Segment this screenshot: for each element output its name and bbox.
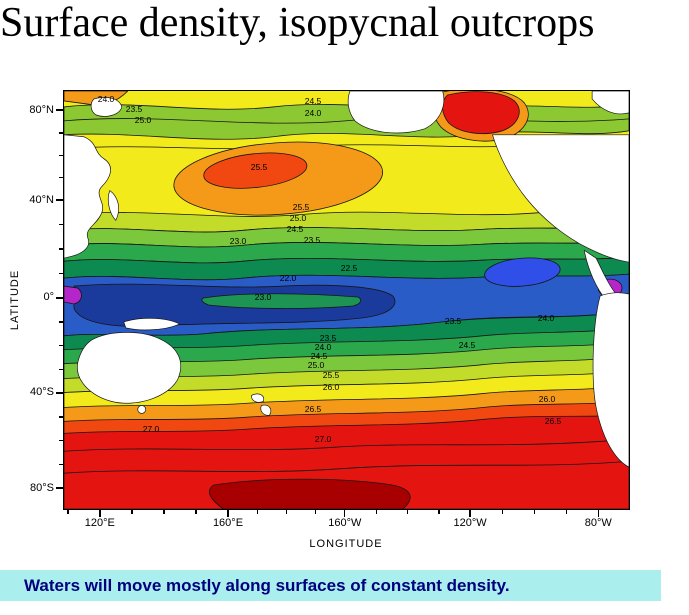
y-minor-tick	[59, 248, 63, 250]
y-minor-tick	[59, 321, 63, 323]
x-tick-label: 160°W	[328, 517, 362, 529]
caption-text: Waters will move mostly along surfaces o…	[24, 576, 510, 595]
y-tick-label: 40°N	[29, 193, 54, 206]
y-tick	[56, 487, 63, 489]
x-tick	[597, 510, 599, 517]
x-tick	[99, 510, 101, 517]
x-tick-label: 160°E	[212, 517, 244, 529]
y-minor-tick	[59, 463, 63, 466]
x-minor-tick	[285, 510, 288, 514]
x-tick-label: 120°E	[84, 517, 115, 529]
y-tick	[56, 109, 63, 111]
x-minor-tick	[375, 510, 378, 514]
contour-map-svg	[64, 91, 629, 509]
caption-bar: Waters will move mostly along surfaces o…	[0, 570, 661, 601]
x-tick	[227, 510, 229, 517]
page-title: Surface density, isopycnal outcrops	[0, 0, 595, 46]
y-tick-label: 80°S	[30, 481, 54, 494]
x-minor-tick	[533, 510, 536, 514]
y-minor-tick	[59, 439, 63, 442]
y-minor-tick	[59, 224, 63, 226]
y-tick-label: 40°S	[30, 386, 54, 399]
y-minor-tick	[59, 344, 63, 347]
y-minor-tick	[59, 154, 63, 156]
x-minor-tick	[131, 510, 133, 514]
y-tick	[56, 392, 63, 394]
x-tick	[469, 510, 471, 517]
y-tick	[56, 199, 63, 201]
x-minor-tick	[67, 510, 69, 514]
x-minor-tick	[565, 510, 568, 514]
x-minor-tick	[438, 510, 440, 514]
plot-area: 24.0 23.5 25.0 24.5 24.0 25.5 25.5 25.0 24.5 23.0…	[63, 90, 630, 510]
x-tick	[344, 510, 346, 517]
y-tick	[56, 297, 63, 299]
x-minor-tick	[256, 510, 259, 514]
x-minor-tick	[406, 510, 409, 514]
x-minor-tick	[195, 510, 197, 514]
x-axis-title: LONGITUDE	[309, 538, 383, 550]
y-tick-label: 80°N	[29, 103, 54, 116]
x-tick-label: 80°W	[584, 517, 612, 529]
y-minor-tick	[59, 416, 63, 418]
y-minor-tick	[59, 272, 63, 275]
x-minor-tick	[163, 510, 165, 514]
y-minor-tick	[59, 177, 63, 179]
x-tick-label: 120°W	[453, 517, 487, 529]
y-tick-label: 0°	[43, 291, 54, 304]
y-minor-tick	[59, 368, 63, 370]
x-minor-tick	[315, 510, 317, 514]
y-minor-tick	[59, 132, 63, 134]
x-minor-tick	[501, 510, 504, 514]
